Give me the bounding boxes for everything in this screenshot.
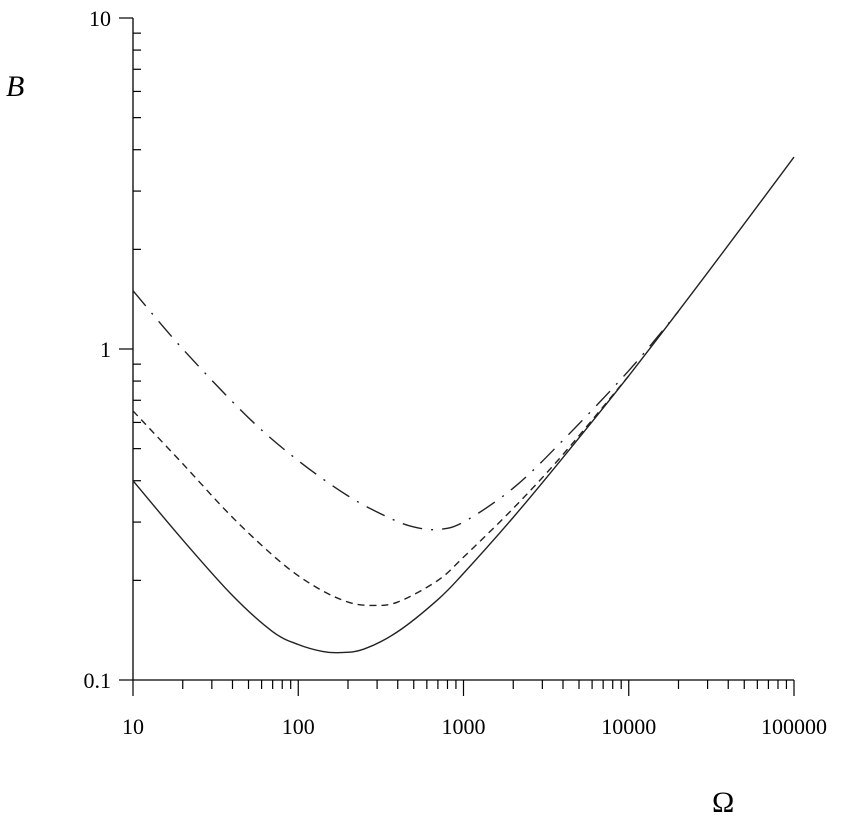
- tick-labels: 10 100 1000 10000 100000 0.1 1 10: [84, 6, 828, 739]
- x-axis-title: Ω: [712, 786, 734, 819]
- y-axis-title: B: [6, 70, 24, 103]
- y-tick-label: 10: [89, 6, 111, 31]
- x-tick-label: 10000: [601, 714, 656, 739]
- x-tick-label: 100000: [761, 714, 827, 739]
- series-line-dash-dot: [132, 290, 680, 531]
- series-line-solid: [132, 156, 795, 654]
- x-tick-label: 1000: [442, 714, 486, 739]
- curves: [132, 156, 795, 654]
- axes: [132, 18, 794, 681]
- ticks: [119, 17, 795, 696]
- y-tick-label: 1: [100, 337, 111, 362]
- y-tick-label: 0.1: [84, 668, 112, 693]
- x-tick-label: 10: [122, 714, 144, 739]
- series-line-dashed: [132, 375, 630, 607]
- x-tick-label: 100: [282, 714, 315, 739]
